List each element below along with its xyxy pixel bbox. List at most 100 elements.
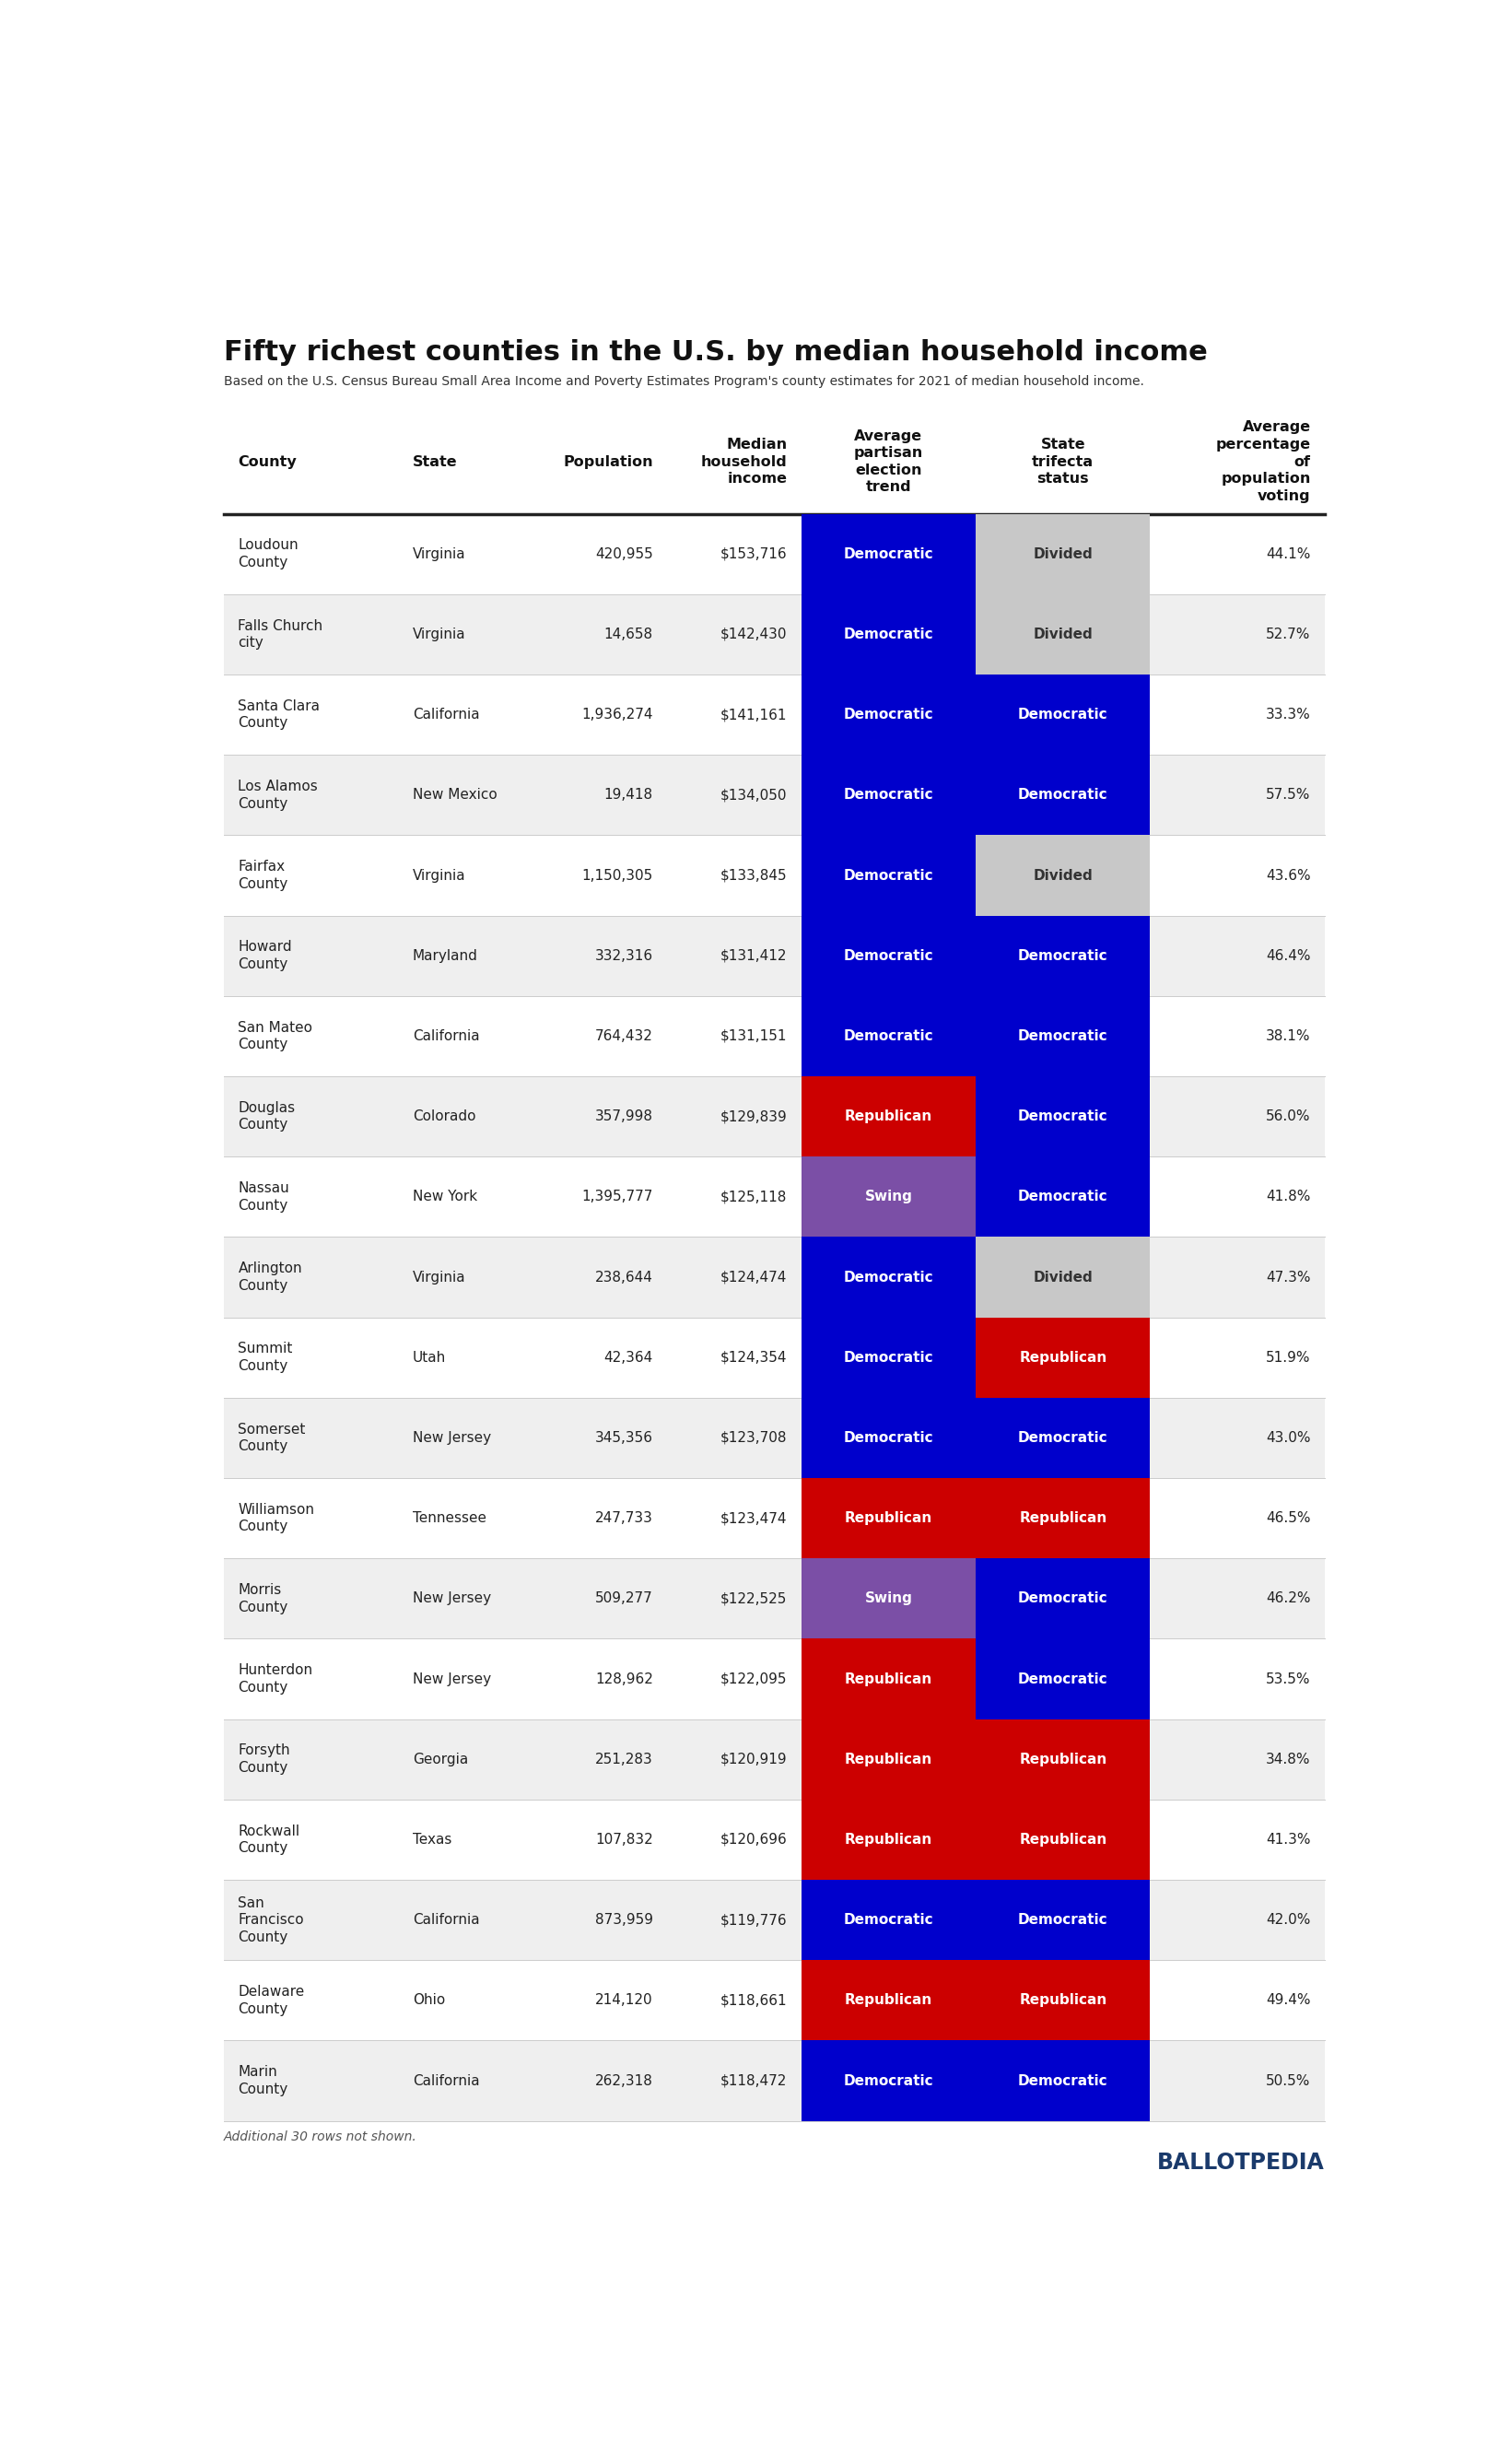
Bar bbox=[223, 1961, 1324, 2040]
Text: Santa Clara
County: Santa Clara County bbox=[239, 700, 320, 729]
Text: New Jersey: New Jersey bbox=[412, 1432, 491, 1444]
Bar bbox=[975, 1961, 1149, 2040]
Text: Hunterdon
County: Hunterdon County bbox=[239, 1663, 313, 1695]
Text: $120,919: $120,919 bbox=[720, 1752, 787, 1767]
Bar bbox=[975, 594, 1149, 675]
Text: New Mexico: New Mexico bbox=[412, 788, 497, 801]
Text: 1,395,777: 1,395,777 bbox=[581, 1190, 652, 1205]
Text: Nassau
County: Nassau County bbox=[239, 1180, 290, 1212]
Text: Democratic: Democratic bbox=[843, 1432, 933, 1444]
Text: 41.3%: 41.3% bbox=[1265, 1833, 1309, 1846]
Bar bbox=[800, 835, 975, 917]
Text: Population: Population bbox=[563, 456, 652, 468]
Text: Howard
County: Howard County bbox=[239, 941, 291, 971]
Text: Falls Church
city: Falls Church city bbox=[239, 618, 323, 650]
Text: 44.1%: 44.1% bbox=[1265, 547, 1309, 562]
Text: 764,432: 764,432 bbox=[595, 1030, 652, 1042]
Text: Douglas
County: Douglas County bbox=[239, 1101, 294, 1131]
Text: State
trifecta
status: State trifecta status bbox=[1031, 439, 1093, 485]
Text: Ohio: Ohio bbox=[412, 1993, 445, 2008]
Text: Democratic: Democratic bbox=[1018, 2075, 1107, 2087]
Text: 51.9%: 51.9% bbox=[1265, 1350, 1309, 1365]
Bar bbox=[800, 1156, 975, 1237]
Text: Rockwall
County: Rockwall County bbox=[239, 1823, 299, 1855]
Bar bbox=[800, 1397, 975, 1478]
Bar bbox=[975, 1478, 1149, 1557]
Text: $118,661: $118,661 bbox=[720, 1993, 787, 2008]
Text: Morris
County: Morris County bbox=[239, 1582, 288, 1614]
Text: Democratic: Democratic bbox=[843, 1350, 933, 1365]
Text: $142,430: $142,430 bbox=[720, 628, 787, 641]
Text: Republican: Republican bbox=[844, 1510, 932, 1525]
Text: 214,120: 214,120 bbox=[595, 1993, 652, 2008]
Bar bbox=[800, 754, 975, 835]
Text: 38.1%: 38.1% bbox=[1265, 1030, 1309, 1042]
Text: Virginia: Virginia bbox=[412, 628, 465, 641]
Text: $125,118: $125,118 bbox=[720, 1190, 787, 1205]
Bar bbox=[223, 1077, 1324, 1156]
Bar bbox=[975, 1156, 1149, 1237]
Text: Divided: Divided bbox=[1033, 547, 1092, 562]
Bar bbox=[975, 1880, 1149, 1961]
Bar bbox=[975, 835, 1149, 917]
Text: Average
percentage
of
population
voting: Average percentage of population voting bbox=[1216, 421, 1309, 503]
Text: $118,472: $118,472 bbox=[720, 2075, 787, 2087]
Text: Loudoun
County: Loudoun County bbox=[239, 540, 299, 569]
Text: 247,733: 247,733 bbox=[595, 1510, 652, 1525]
Text: 33.3%: 33.3% bbox=[1265, 707, 1309, 722]
Text: 42,364: 42,364 bbox=[604, 1350, 652, 1365]
Bar bbox=[223, 1397, 1324, 1478]
Bar bbox=[223, 2040, 1324, 2122]
Bar bbox=[800, 1557, 975, 1639]
Bar bbox=[975, 995, 1149, 1077]
Text: Democratic: Democratic bbox=[1018, 788, 1107, 801]
Bar bbox=[223, 515, 1324, 594]
Bar bbox=[223, 1237, 1324, 1318]
Text: Democratic: Democratic bbox=[843, 707, 933, 722]
Bar bbox=[223, 1557, 1324, 1639]
Bar bbox=[800, 1318, 975, 1397]
Bar bbox=[800, 1237, 975, 1318]
Text: Delaware
County: Delaware County bbox=[239, 1986, 305, 2016]
Bar bbox=[975, 1318, 1149, 1397]
Text: $153,716: $153,716 bbox=[720, 547, 787, 562]
Text: Somerset
County: Somerset County bbox=[239, 1422, 305, 1454]
Text: 107,832: 107,832 bbox=[595, 1833, 652, 1846]
Text: 50.5%: 50.5% bbox=[1265, 2075, 1309, 2087]
Text: 345,356: 345,356 bbox=[595, 1432, 652, 1444]
Text: Democratic: Democratic bbox=[1018, 1592, 1107, 1607]
Text: 49.4%: 49.4% bbox=[1265, 1993, 1309, 2008]
Text: Divided: Divided bbox=[1033, 867, 1092, 882]
Text: 56.0%: 56.0% bbox=[1265, 1109, 1309, 1124]
Text: Fairfax
County: Fairfax County bbox=[239, 860, 288, 892]
Text: Democratic: Democratic bbox=[843, 547, 933, 562]
Text: $124,354: $124,354 bbox=[720, 1350, 787, 1365]
Text: 47.3%: 47.3% bbox=[1265, 1271, 1309, 1284]
Text: Republican: Republican bbox=[1018, 1752, 1107, 1767]
Text: Democratic: Democratic bbox=[1018, 1673, 1107, 1685]
Text: Republican: Republican bbox=[844, 1109, 932, 1124]
Text: 43.6%: 43.6% bbox=[1265, 867, 1309, 882]
Text: Democratic: Democratic bbox=[843, 2075, 933, 2087]
Text: California: California bbox=[412, 1030, 479, 1042]
Bar bbox=[975, 1799, 1149, 1880]
Text: Republican: Republican bbox=[844, 1752, 932, 1767]
Bar bbox=[975, 1639, 1149, 1720]
Bar bbox=[975, 917, 1149, 995]
Text: Maryland: Maryland bbox=[412, 949, 477, 963]
Text: Marin
County: Marin County bbox=[239, 2065, 288, 2097]
Text: Fifty richest counties in the U.S. by median household income: Fifty richest counties in the U.S. by me… bbox=[223, 340, 1206, 367]
Text: Divided: Divided bbox=[1033, 628, 1092, 641]
Text: 46.2%: 46.2% bbox=[1265, 1592, 1309, 1607]
Bar bbox=[223, 995, 1324, 1077]
Text: 251,283: 251,283 bbox=[595, 1752, 652, 1767]
Text: Williamson
County: Williamson County bbox=[239, 1503, 314, 1533]
Text: $129,839: $129,839 bbox=[720, 1109, 787, 1124]
Bar bbox=[223, 1799, 1324, 1880]
Text: $122,525: $122,525 bbox=[720, 1592, 787, 1607]
Bar bbox=[800, 594, 975, 675]
Text: 43.0%: 43.0% bbox=[1265, 1432, 1309, 1444]
Text: 128,962: 128,962 bbox=[595, 1673, 652, 1685]
Text: $123,708: $123,708 bbox=[720, 1432, 787, 1444]
Bar bbox=[223, 1318, 1324, 1397]
